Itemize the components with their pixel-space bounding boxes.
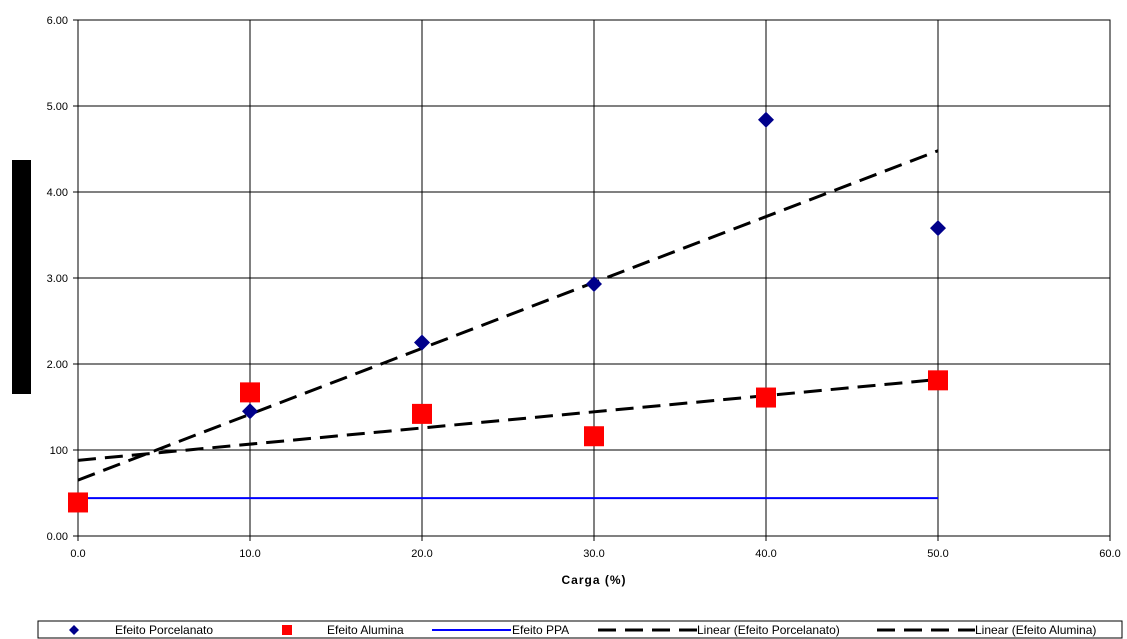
grid [78,20,1110,536]
legend-swatch-square [282,625,292,635]
x-tick-label: 10.0 [239,548,260,560]
x-tick-label: 0.0 [70,548,85,560]
x-tick-label: 30.0 [583,548,604,560]
data-point-square [240,382,260,403]
series-layer [68,111,948,513]
y-tick-label: 100 [50,445,68,457]
data-point-square [412,403,432,424]
y-tick-label: 6.00 [47,15,68,27]
data-point-diamond [586,276,602,293]
legend-entry: Efeito PPA [512,623,569,637]
y-tick-label: 4.00 [47,187,68,199]
x-tick-label: 50.0 [927,548,948,560]
x-tick-label: 20.0 [411,548,432,560]
x-tick-label: 60.0 [1099,548,1120,560]
data-point-square [584,426,604,447]
trendline [77,377,939,462]
data-point-square [928,370,948,391]
y-tick-label: 5.00 [47,101,68,113]
legend-entry: Linear (Efeito Alumina) [975,623,1096,637]
legend: Efeito Porcelanato Efeito Alumina Efeito P… [37,620,1123,639]
data-point-diamond [242,403,258,420]
y-tick-label: 3.00 [47,273,68,285]
x-axis-label: Carga (%) [561,573,626,587]
x-axis-ticks: 0.0 10.0 20.0 30.0 40.0 50.0 60.0 [70,536,1121,560]
data-point-square [756,387,776,408]
data-point-diamond [414,334,430,351]
x-tick-label: 40.0 [755,548,776,560]
legend-box [37,620,1123,639]
data-point-diamond [758,111,774,128]
legend-entry: Efeito Porcelanato [115,623,213,637]
legend-swatch-diamond [69,625,79,635]
data-point-diamond [930,220,946,237]
data-point-square [68,492,88,513]
legend-entry: Efeito Alumina [327,623,404,637]
trendline [77,149,939,482]
legend-entry: Linear (Efeito Porcelanato) [697,623,840,637]
redaction-bar [12,160,31,394]
y-tick-label: 2.00 [47,359,68,371]
y-tick-label: 0.00 [47,531,68,543]
y-axis-ticks: 0.00 100 2.00 3.00 4.00 5.00 6.00 [47,15,78,543]
